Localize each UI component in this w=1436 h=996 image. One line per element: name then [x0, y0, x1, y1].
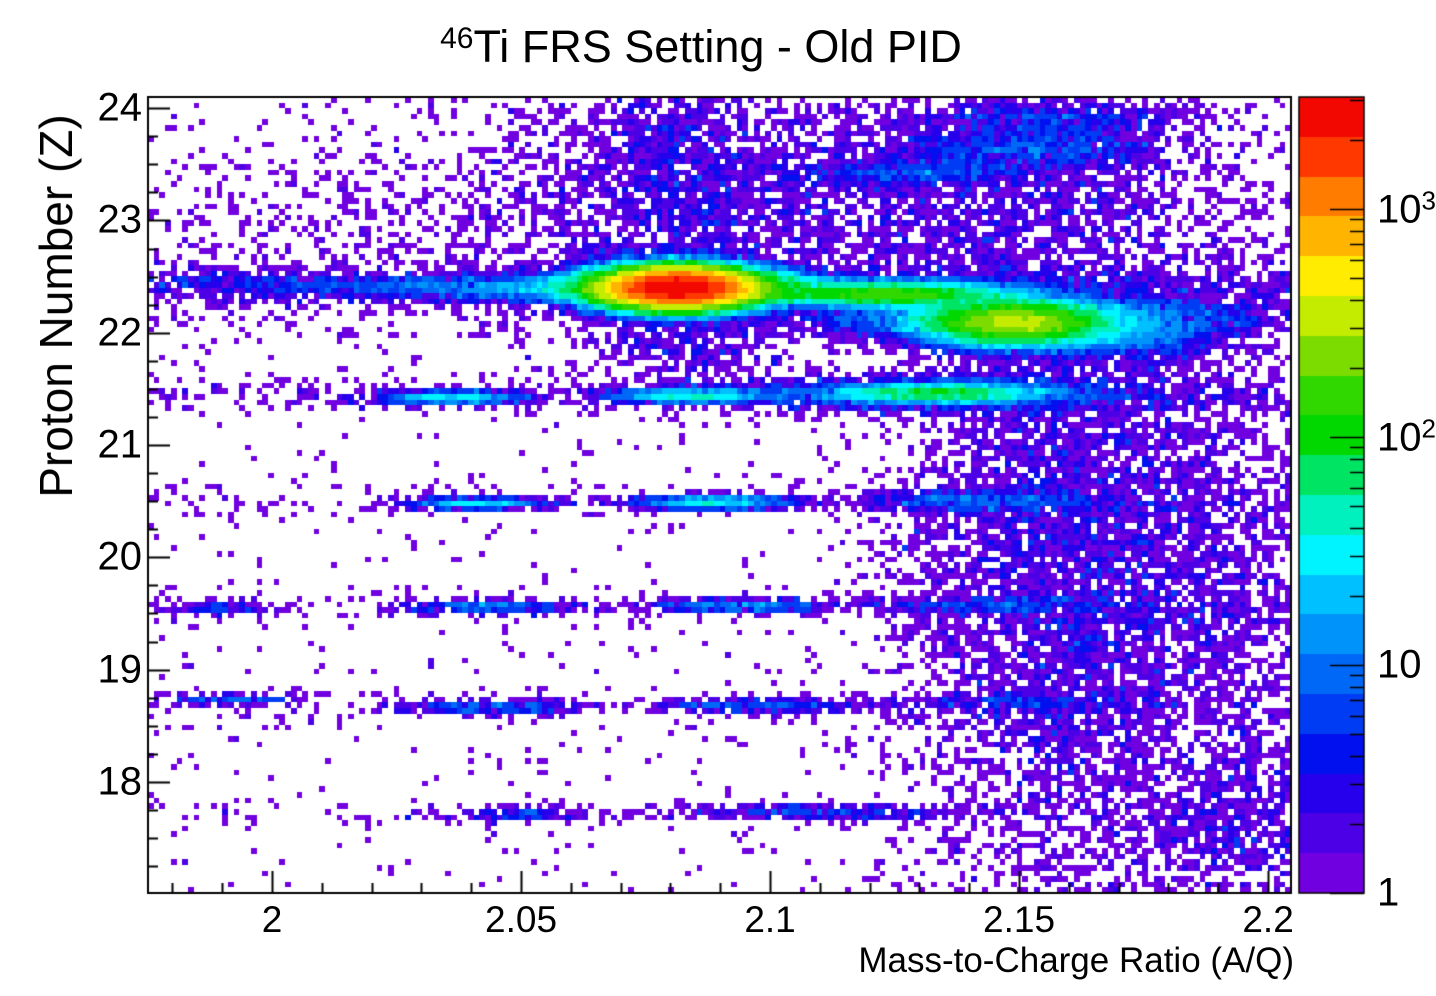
colorbar-label-1000: 103	[1377, 185, 1436, 232]
x-tick-label-2.15: 2.15	[983, 899, 1056, 940]
colorbar-label-exponent: 3	[1421, 185, 1436, 216]
x-tick-label-2.05: 2.05	[485, 899, 558, 940]
x-tick-label-2.2: 2.2	[1242, 899, 1294, 940]
chart-title-superscript: 46	[440, 22, 474, 55]
colorbar-label-1: 1	[1377, 870, 1400, 915]
chart-title: 46Ti FRS Setting - Old PID	[440, 22, 962, 72]
y-tick-label-20: 20	[97, 534, 143, 579]
y-tick-label-23: 23	[97, 197, 143, 242]
y-tick-label-18: 18	[97, 759, 143, 804]
y-tick-label-22: 22	[97, 310, 143, 355]
y-tick-label-24: 24	[97, 85, 143, 130]
colorbar-label-exponent: 2	[1421, 413, 1436, 444]
y-axis-title: Proton Number (Z)	[30, 114, 82, 498]
y-tick-label-19: 19	[97, 647, 143, 692]
x-tick-label-2.1: 2.1	[744, 899, 796, 940]
x-tick-label-2: 2	[261, 899, 283, 940]
y-tick-label-21: 21	[97, 422, 143, 467]
colorbar-label-100: 102	[1377, 413, 1436, 460]
chart-title-text: Ti FRS Setting - Old PID	[473, 21, 962, 72]
x-axis-title: Mass-to-Charge Ratio (A/Q)	[858, 941, 1294, 980]
colorbar-label-10: 10	[1377, 642, 1422, 687]
